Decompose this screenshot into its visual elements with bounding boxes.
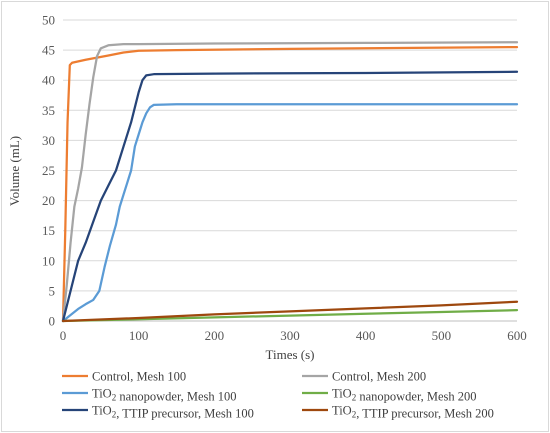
y-tick-label: 5 [49,283,56,298]
y-tick-label: 40 [42,73,55,88]
legend-label: TiO2, TTIP precursor, Mesh 100 [92,404,254,421]
y-tick-label: 10 [42,253,55,268]
x-tick-label: 400 [356,328,376,343]
x-tick-label: 500 [432,328,452,343]
gridlines [63,19,517,292]
legend-label: Control, Mesh 200 [332,370,426,384]
legend-item-2: Control, Mesh 200 [302,370,426,384]
x-tick-label: 200 [205,328,225,343]
legend-label: TiO2, TTIP precursor, Mesh 200 [332,404,494,421]
legend: Control, Mesh 100 Control, Mesh 200 TiO2 n… [62,370,494,421]
legend-label: Control, Mesh 100 [92,370,186,384]
series-line-3 [61,103,519,323]
series-lines [61,41,519,323]
legend-label: TiO2 nanopowder, Mesh 200 [332,387,477,404]
legend-item-5: TiO2, TTIP precursor, Mesh 100 [62,404,254,421]
y-tick-label: 45 [42,43,55,58]
y-tick-label: 30 [42,133,55,148]
legend-label: TiO2 nanopowder, Mesh 100 [92,387,237,404]
x-tick-label: 300 [280,328,300,343]
series-line-5 [61,70,519,323]
y-tick-label: 0 [49,314,56,329]
x-tick-label: 600 [507,328,527,343]
y-tick-label: 35 [42,103,55,118]
series-line-4 [61,309,519,323]
x-tick-label: 0 [60,328,67,343]
series-line-6 [61,300,519,323]
legend-item-6: TiO2, TTIP precursor, Mesh 200 [302,404,494,421]
series-line-1 [61,45,519,323]
legend-item-3: TiO2 nanopowder, Mesh 100 [62,387,237,404]
y-tick-label: 25 [42,163,55,178]
y-tick-labels: 0 5 10 15 20 25 30 35 40 45 50 [42,13,55,329]
x-axis-title: Times (s) [265,347,314,362]
y-tick-label: 20 [42,193,55,208]
legend-item-4: TiO2 nanopowder, Mesh 200 [302,387,477,404]
y-axis-title: Volume (mL) [7,136,22,206]
x-tick-labels: 0 100 200 300 400 500 600 [60,328,527,343]
x-tick-label: 100 [129,328,149,343]
y-tick-label: 15 [42,223,55,238]
legend-item-1: Control, Mesh 100 [62,370,186,384]
y-tick-label: 50 [42,13,55,28]
series-line-2 [61,41,519,323]
